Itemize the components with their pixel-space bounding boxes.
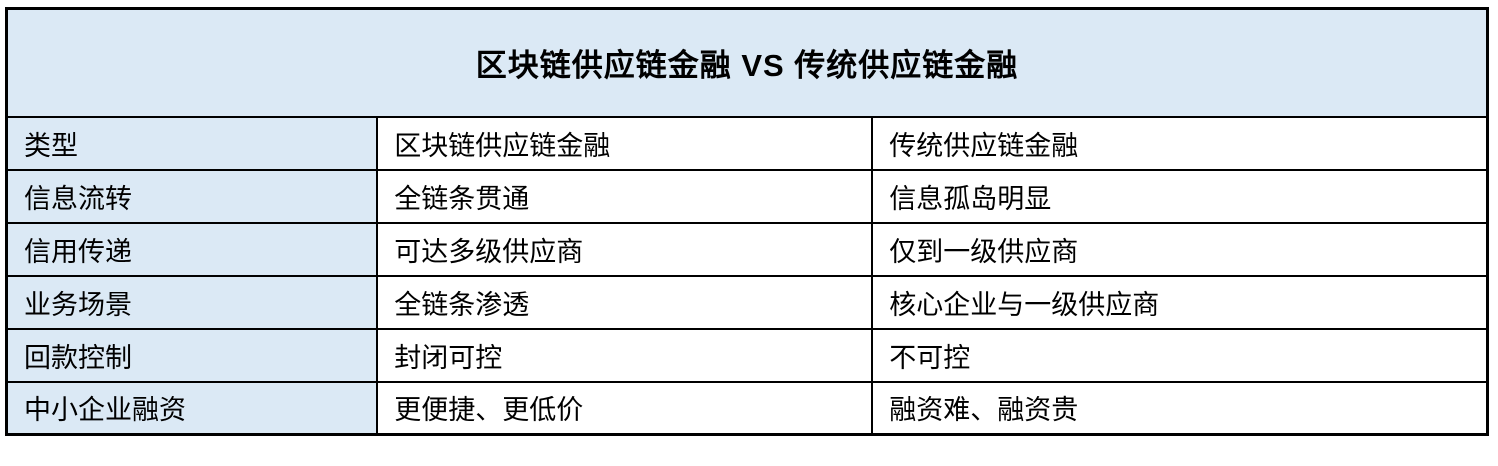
comparison-table-container: 区块链供应链金融 VS 传统供应链金融 类型 区块链供应链金融 传统供应链金融 …: [5, 7, 1489, 436]
traditional-value-repayment: 不可控: [871, 327, 1489, 383]
row-label-business: 业务场景: [5, 274, 379, 330]
comparison-table: 区块链供应链金融 VS 传统供应链金融 类型 区块链供应链金融 传统供应链金融 …: [5, 7, 1489, 436]
traditional-value-type: 传统供应链金融: [871, 115, 1489, 171]
row-label-sme-financing: 中小企业融资: [5, 380, 379, 436]
title-row: 区块链供应链金融 VS 传统供应链金融: [5, 7, 1489, 118]
table-row-type: 类型 区块链供应链金融 传统供应链金融: [5, 115, 1489, 171]
blockchain-value-credit: 可达多级供应商: [376, 221, 874, 277]
traditional-value-sme-financing: 融资难、融资贵: [871, 380, 1489, 436]
traditional-value-info-flow: 信息孤岛明显: [871, 168, 1489, 224]
blockchain-value-info-flow: 全链条贯通: [376, 168, 874, 224]
row-label-credit: 信用传递: [5, 221, 379, 277]
table-row-repayment: 回款控制 封闭可控 不可控: [5, 327, 1489, 383]
table-row-info-flow: 信息流转 全链条贯通 信息孤岛明显: [5, 168, 1489, 224]
table-row-sme-financing: 中小企业融资 更便捷、更低价 融资难、融资贵: [5, 380, 1489, 436]
blockchain-value-business: 全链条渗透: [376, 274, 874, 330]
row-label-repayment: 回款控制: [5, 327, 379, 383]
blockchain-value-sme-financing: 更便捷、更低价: [376, 380, 874, 436]
traditional-value-credit: 仅到一级供应商: [871, 221, 1489, 277]
table-row-business: 业务场景 全链条渗透 核心企业与一级供应商: [5, 274, 1489, 330]
table-title: 区块链供应链金融 VS 传统供应链金融: [5, 7, 1489, 118]
row-label-type: 类型: [5, 115, 379, 171]
blockchain-value-repayment: 封闭可控: [376, 327, 874, 383]
blockchain-value-type: 区块链供应链金融: [376, 115, 874, 171]
row-label-info-flow: 信息流转: [5, 168, 379, 224]
table-row-credit: 信用传递 可达多级供应商 仅到一级供应商: [5, 221, 1489, 277]
traditional-value-business: 核心企业与一级供应商: [871, 274, 1489, 330]
